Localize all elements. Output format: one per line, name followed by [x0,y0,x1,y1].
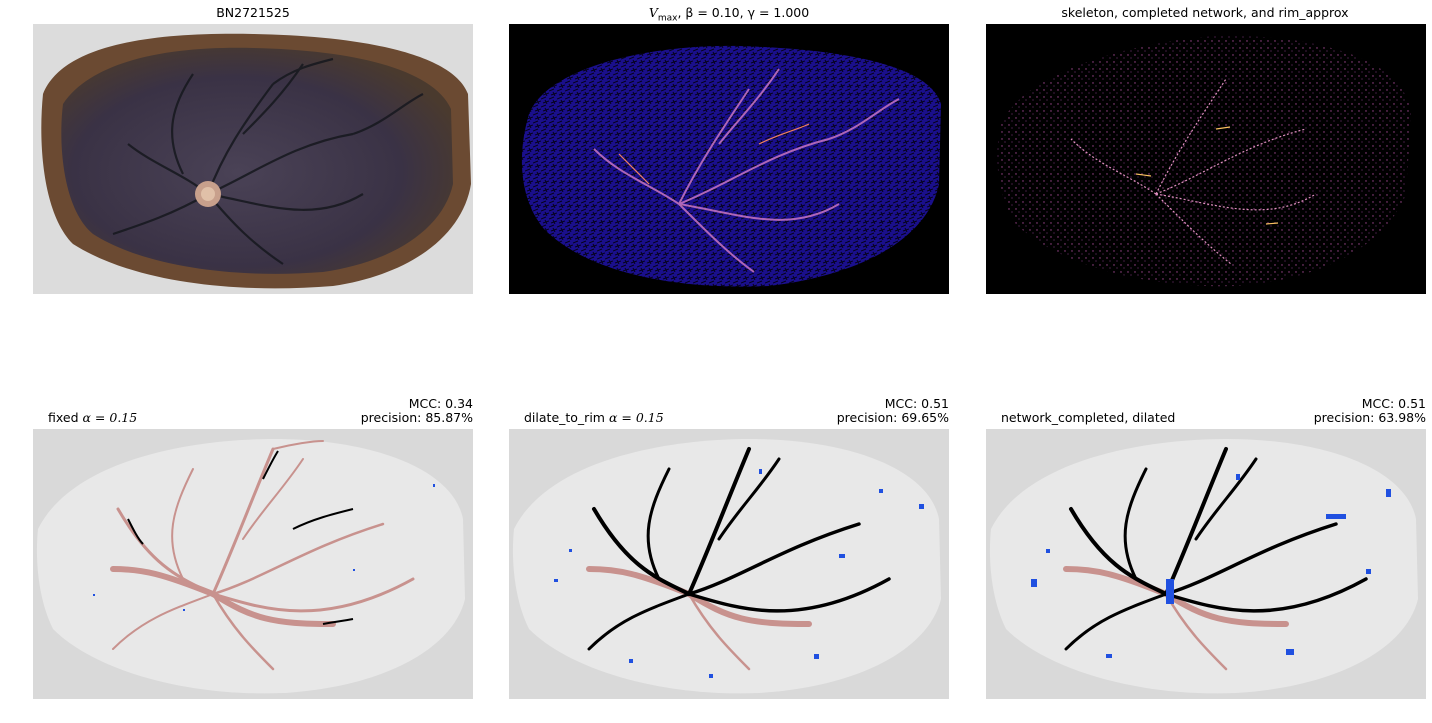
precision-fixed: precision: 85.87% [360,410,473,425]
skeleton-image [986,24,1426,294]
segmentation-dilate [509,429,949,699]
mcc-fixed: MCC: 0.34 [408,396,473,411]
panel-title-photo: BN2721525 [216,5,290,20]
vmax-symbol: V [648,5,658,20]
panel-title-dilate: dilate_to_rim α = 0.15 [524,411,664,425]
vmax-subscript: max [657,13,678,24]
mcc-dilate: MCC: 0.51 [884,396,949,411]
panel-title-network: network_completed, dilated [1001,410,1176,425]
segmentation-network [986,429,1426,699]
panel-title-vmax: Vmax, β = 0.10, γ = 1.000 [649,6,809,26]
fixed-label: fixed [48,410,83,425]
mcc-network: MCC: 0.51 [1361,396,1426,411]
vmax-params: , β = 0.10, γ = 1.000 [677,5,810,20]
panel-title-fixed: fixed α = 0.15 [48,411,137,425]
vmax-image [509,24,949,294]
fixed-alpha: α = 0.15 [82,410,138,425]
precision-network: precision: 63.98% [1313,410,1426,425]
placenta-photo [33,24,473,294]
dilate-label: dilate_to_rim [524,410,609,425]
precision-dilate: precision: 69.65% [836,410,949,425]
segmentation-fixed [33,429,473,699]
dilate-alpha: α = 0.15 [608,410,664,425]
panel-title-skeleton: skeleton, completed network, and rim_app… [1061,5,1349,20]
